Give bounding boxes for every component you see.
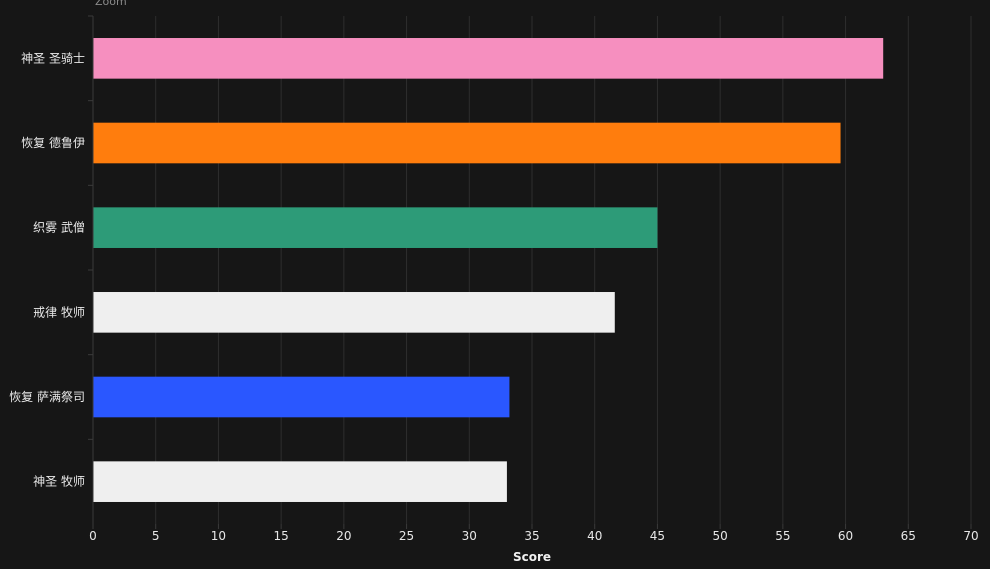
bar-4[interactable] bbox=[93, 376, 510, 418]
x-tick-label-3: 15 bbox=[274, 529, 289, 543]
category-label-3: 戒律 牧师 bbox=[33, 305, 85, 319]
x-tick-label-4: 20 bbox=[336, 529, 351, 543]
x-axis-ticks: 0 5 10 15 20 25 30 35 40 45 50 55 60 65 70 bbox=[89, 524, 979, 543]
x-tick-label-0: 0 bbox=[89, 529, 97, 543]
bar-1[interactable] bbox=[93, 122, 841, 164]
x-tick-label-14: 70 bbox=[963, 529, 978, 543]
x-tick-label-1: 5 bbox=[152, 529, 160, 543]
bar-3[interactable] bbox=[93, 292, 615, 333]
bars bbox=[93, 38, 884, 502]
x-axis-title: Score bbox=[513, 550, 551, 564]
x-tick-label-10: 50 bbox=[713, 529, 728, 543]
x-tick-label-9: 45 bbox=[650, 529, 665, 543]
x-tick-label-2: 10 bbox=[211, 529, 226, 543]
bar-2[interactable] bbox=[93, 207, 658, 248]
zoom-label[interactable]: Zoom bbox=[95, 0, 127, 8]
x-tick-label-8: 40 bbox=[587, 529, 602, 543]
category-label-0: 神圣 圣骑士 bbox=[21, 51, 85, 65]
x-tick-label-5: 25 bbox=[399, 529, 414, 543]
bar-5[interactable] bbox=[93, 461, 507, 502]
category-label-1: 恢复 德鲁伊 bbox=[21, 135, 85, 150]
x-tick-label-13: 65 bbox=[901, 529, 916, 543]
x-tick-label-7: 35 bbox=[524, 529, 539, 543]
category-label-5: 神圣 牧师 bbox=[33, 475, 85, 489]
category-label-2: 织雾 武僧 bbox=[33, 221, 85, 235]
category-label-4: 恢复 萨满祭司 bbox=[9, 390, 85, 404]
grid-lines bbox=[92, 16, 972, 524]
x-tick-label-12: 60 bbox=[838, 529, 853, 543]
bar-0[interactable] bbox=[93, 38, 884, 79]
x-tick-label-6: 30 bbox=[462, 529, 477, 543]
x-tick-label-11: 55 bbox=[775, 529, 790, 543]
